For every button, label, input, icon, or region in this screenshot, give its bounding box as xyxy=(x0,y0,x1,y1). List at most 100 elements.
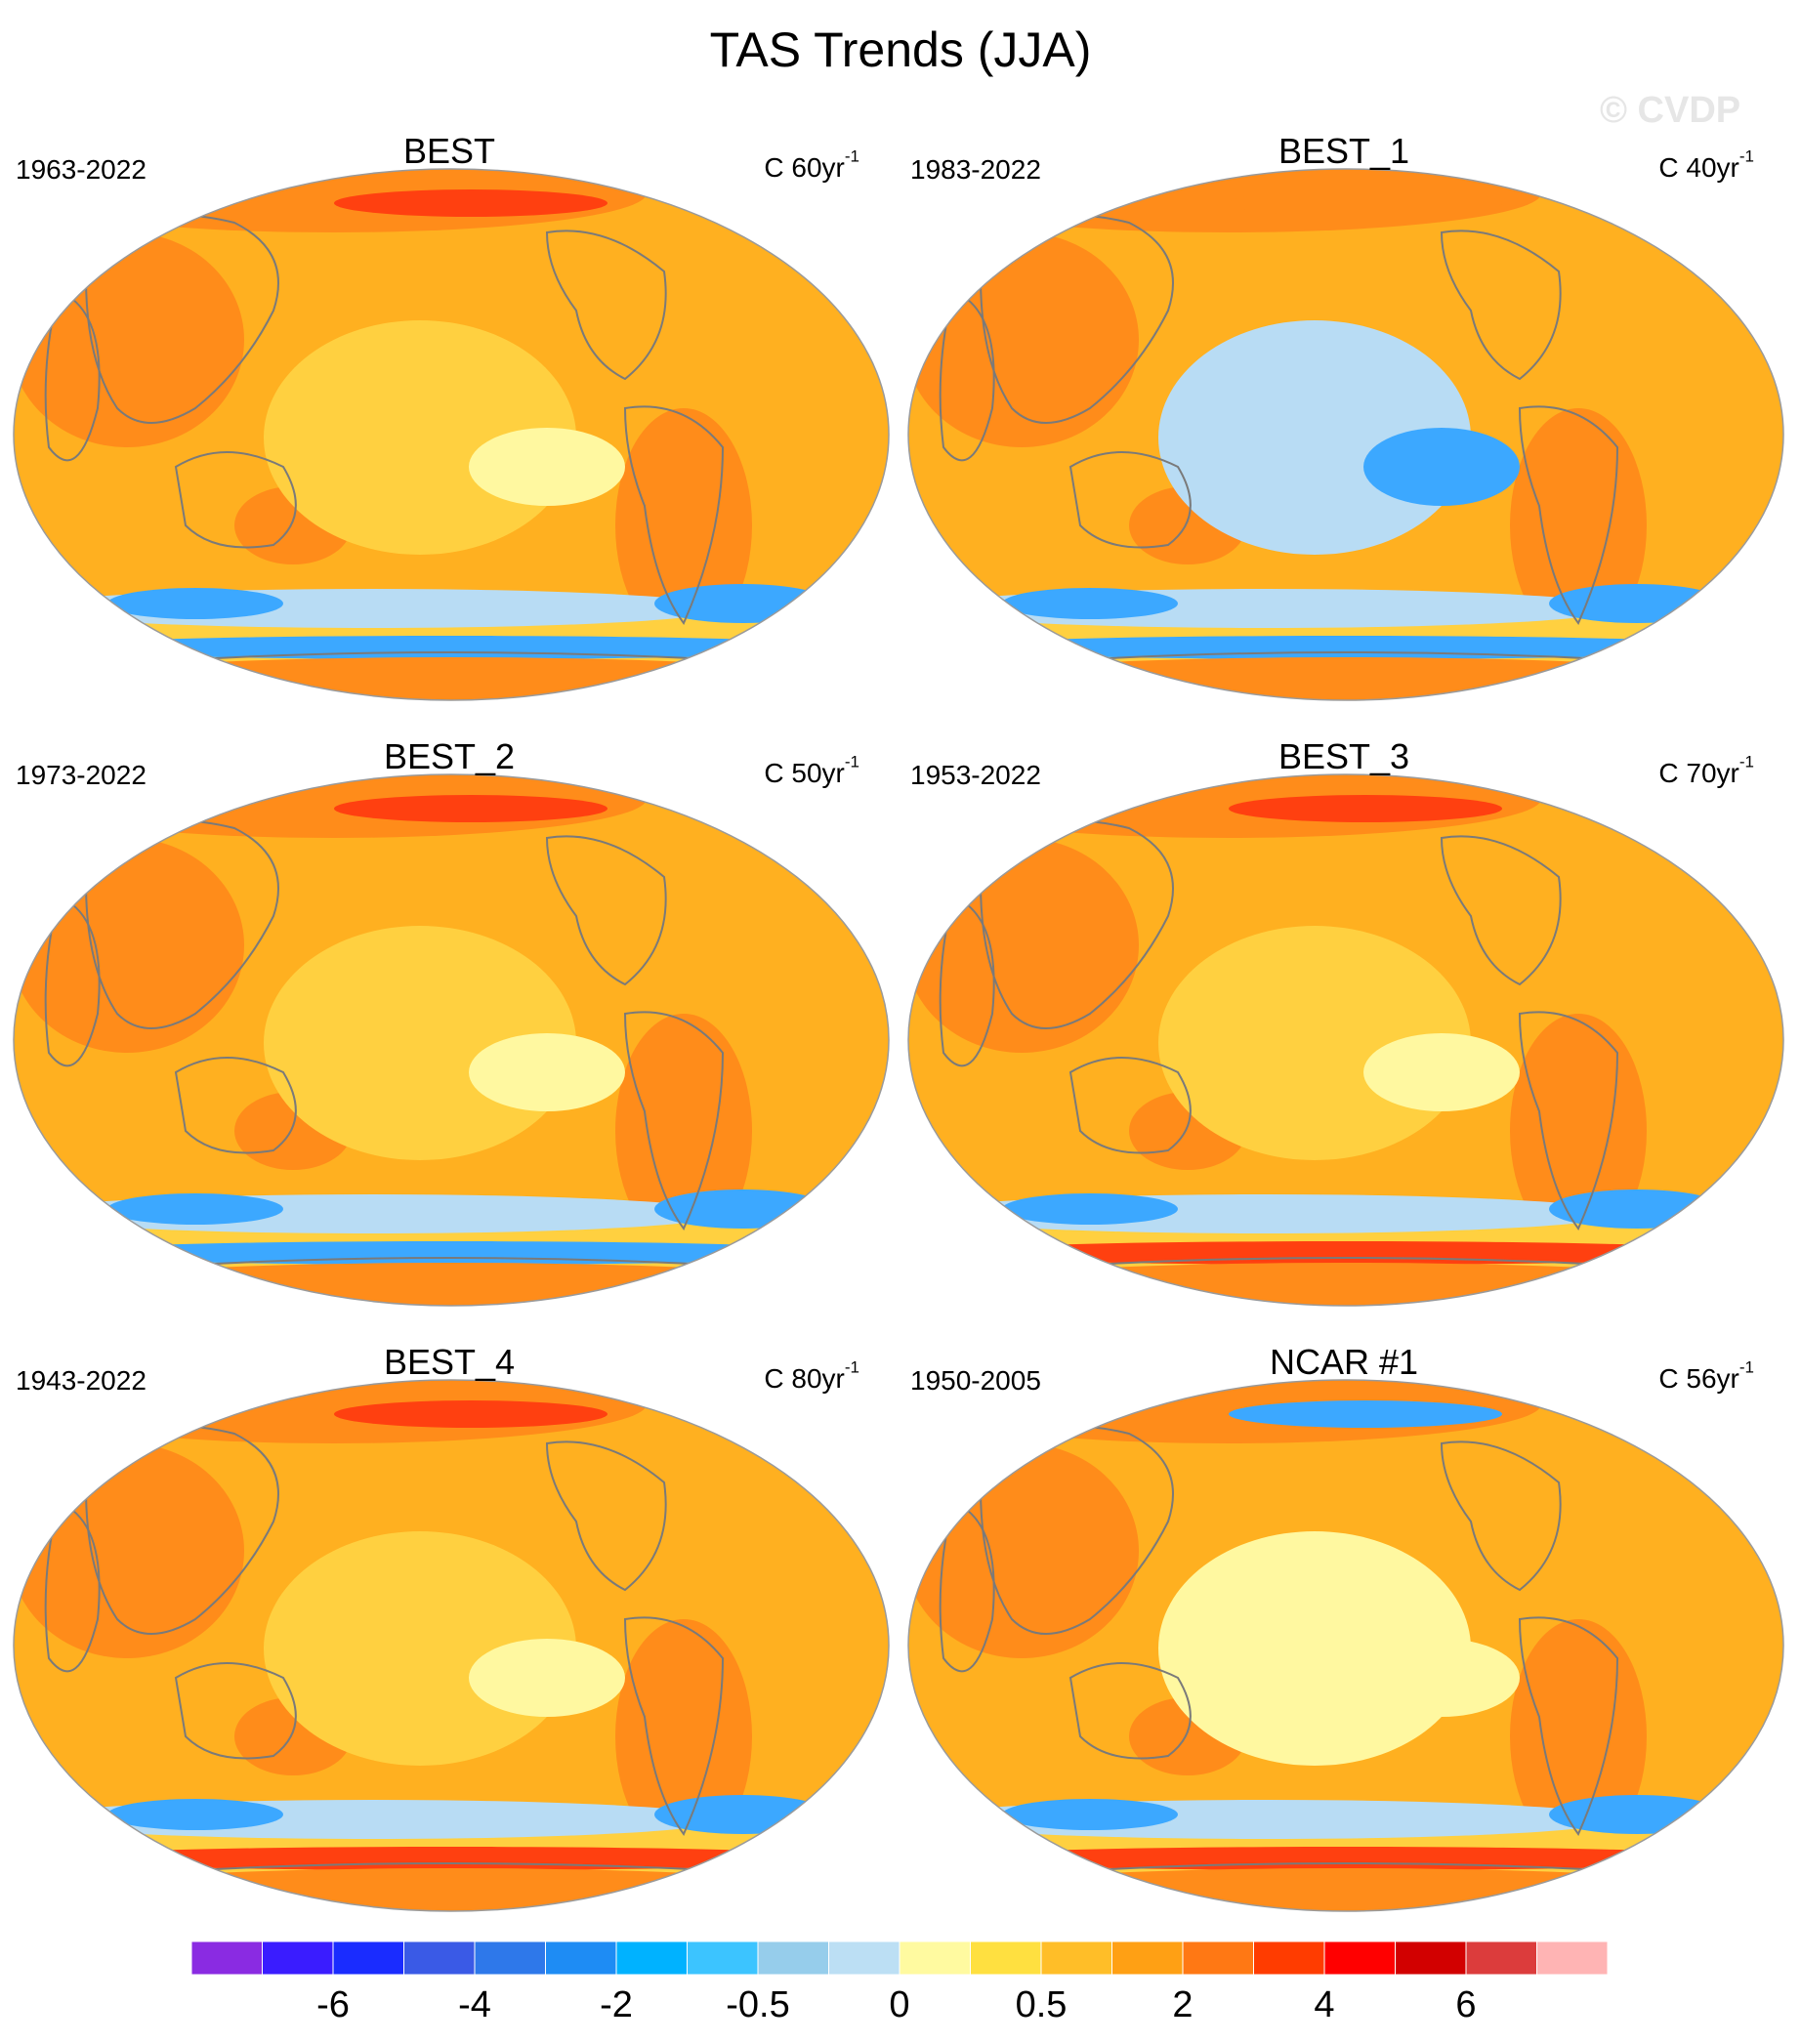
units-label: C xyxy=(764,152,792,183)
anomaly-region xyxy=(615,1619,752,1854)
coastline xyxy=(1068,1662,1192,1760)
units-label: C xyxy=(764,1363,792,1394)
colorbar-tick-label: 6 xyxy=(1455,1984,1477,2025)
coastline xyxy=(174,451,297,549)
anomaly-region xyxy=(654,1189,830,1229)
anomaly-region xyxy=(936,636,1756,659)
colorbar-tick-label: 0 xyxy=(889,1984,910,2025)
scale-exponent: -1 xyxy=(1738,1357,1754,1377)
anomaly-region xyxy=(21,1263,881,1306)
figure-title: TAS Trends (JJA) xyxy=(709,22,1092,77)
anomaly-region xyxy=(41,1241,861,1265)
scale-label: 56yr xyxy=(1686,1363,1739,1394)
scale-label: 70yr xyxy=(1686,758,1739,788)
anomaly-region xyxy=(1363,428,1520,506)
anomaly-region xyxy=(334,189,607,217)
anomaly-region xyxy=(41,1847,861,1870)
panel-units: C 50yr-1 xyxy=(764,754,859,789)
coastline xyxy=(85,214,279,424)
scale-label: 80yr xyxy=(791,1363,845,1394)
panel-units: C 80yr-1 xyxy=(764,1359,859,1395)
coastline xyxy=(146,1257,763,1269)
anomaly-region xyxy=(21,1868,881,1911)
panel-period: 1983-2022 xyxy=(910,154,1041,185)
coastline xyxy=(545,1440,667,1592)
colorbar-swatch xyxy=(1253,1941,1325,1975)
coastline xyxy=(1068,1057,1192,1154)
map-outline xyxy=(13,168,890,701)
map-outline xyxy=(907,1379,1784,1912)
anomaly-region xyxy=(469,1033,625,1111)
coastline xyxy=(980,1425,1174,1635)
anomaly-region xyxy=(916,657,1776,700)
anomaly-region xyxy=(1510,1014,1647,1248)
trend-map xyxy=(13,773,890,1307)
anomaly-region xyxy=(1002,588,1178,619)
anomaly-region xyxy=(107,588,283,619)
anomaly-region xyxy=(615,1014,752,1248)
panel-title: BEST_3 xyxy=(1277,736,1410,776)
coastline xyxy=(1068,451,1192,549)
anomaly-region xyxy=(654,584,830,623)
coastline xyxy=(174,1662,297,1760)
coastline xyxy=(1440,1440,1562,1592)
coastline xyxy=(85,1425,279,1635)
anomaly-region xyxy=(916,1263,1776,1306)
map-panel-5: BEST_4 1943-2022 C 80yr-1 xyxy=(0,1326,899,1932)
colorbar-swatch xyxy=(1536,1941,1608,1975)
anomaly-region xyxy=(1363,1639,1520,1717)
anomaly-region xyxy=(21,657,881,700)
anomaly-region xyxy=(1549,1795,1725,1834)
trend-map xyxy=(13,1379,890,1912)
colorbar-swatch xyxy=(1323,1941,1396,1975)
anomaly-region xyxy=(1002,1799,1178,1830)
scale-exponent: -1 xyxy=(844,1357,859,1377)
coastline xyxy=(939,1500,995,1673)
anomaly-region xyxy=(469,1639,625,1717)
coastline xyxy=(1518,405,1619,625)
map-outline xyxy=(907,168,1784,701)
coastline xyxy=(1518,1616,1619,1836)
colorbar-strip xyxy=(191,1941,1608,1975)
coastline xyxy=(1440,835,1562,986)
panel-title: BEST_2 xyxy=(383,736,516,776)
panel-period: 1953-2022 xyxy=(910,760,1041,790)
colorbar-swatch xyxy=(403,1941,476,1975)
coastline xyxy=(85,819,279,1029)
colorbar-swatch xyxy=(615,1941,688,1975)
colorbar-swatch xyxy=(687,1941,759,1975)
anomaly-region xyxy=(936,1241,1756,1265)
scale-label: 40yr xyxy=(1686,152,1739,183)
panel-units: C 40yr-1 xyxy=(1658,148,1754,184)
panel-title: BEST_1 xyxy=(1277,131,1410,171)
map-panel-4: BEST_3 1953-2022 C 70yr-1 xyxy=(895,721,1793,1326)
trend-map xyxy=(13,168,890,701)
coastline xyxy=(1040,1862,1657,1874)
anomaly-region xyxy=(1229,1400,1502,1428)
anomaly-region xyxy=(1549,584,1725,623)
colorbar-swatch xyxy=(1465,1941,1537,1975)
colorbar-swatch xyxy=(970,1941,1042,1975)
coastline xyxy=(980,819,1174,1029)
units-label: C xyxy=(1658,758,1687,788)
colorbar-swatch xyxy=(332,1941,404,1975)
coastline xyxy=(44,895,101,1067)
anomaly-region xyxy=(1510,1619,1647,1854)
colorbar-swatch xyxy=(1040,1941,1112,1975)
coastline xyxy=(545,835,667,986)
units-label: C xyxy=(1658,1363,1687,1394)
panel-period: 1943-2022 xyxy=(16,1365,147,1396)
coastline xyxy=(980,214,1174,424)
coastline xyxy=(623,405,725,625)
anomaly-region xyxy=(1229,189,1502,217)
anomaly-region xyxy=(334,1400,607,1428)
scale-exponent: -1 xyxy=(1738,146,1754,166)
scale-exponent: -1 xyxy=(844,146,859,166)
coastline xyxy=(545,229,667,381)
anomaly-region xyxy=(1510,408,1647,643)
coastline xyxy=(1040,651,1657,663)
panel-units: C 60yr-1 xyxy=(764,148,859,184)
scale-label: 60yr xyxy=(791,152,845,183)
map-panel-6: NCAR #1 1950-2005 C 56yr-1 xyxy=(895,1326,1793,1932)
colorbar-swatch xyxy=(1395,1941,1467,1975)
